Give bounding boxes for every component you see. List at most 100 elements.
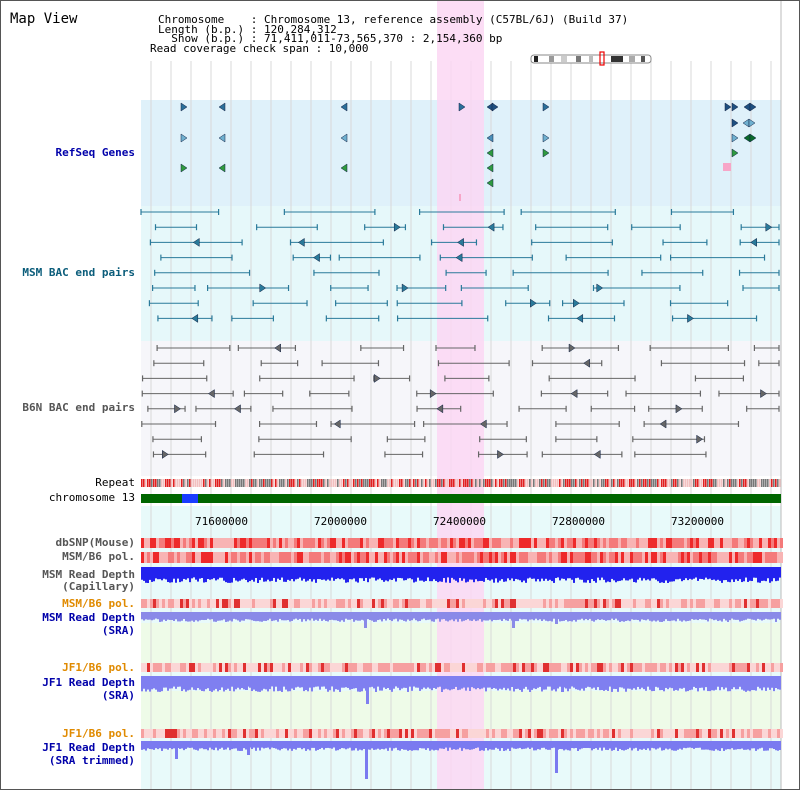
msm-b6-pol2-mark (168, 599, 171, 608)
track-label-msm-bac[interactable]: MSM BAC end pairs (22, 266, 135, 279)
repeat-mark (661, 479, 663, 487)
jf1-depth-trim-bar (267, 741, 269, 748)
repeat-mark (369, 479, 371, 487)
jf1-depth-trim-bar (153, 741, 155, 750)
jf1-depth-sra-bar (629, 676, 631, 689)
track-label-jf1-depth-sra[interactable]: JF1 Read Depth (42, 676, 135, 689)
jf1-b6-pol2-mark (213, 729, 216, 738)
msm-depth-cap-bar (689, 567, 691, 579)
repeat-mark (461, 479, 463, 487)
jf1-b6-pol-mark (639, 663, 642, 672)
msm-b6-pol2-mark (177, 599, 180, 608)
track-label-b6n-bac[interactable]: B6N BAC end pairs (22, 401, 135, 414)
msm-depth-cap-bar (393, 567, 395, 579)
msm-depth-cap-bar (203, 567, 205, 583)
jf1-depth-trim-bar (171, 741, 173, 750)
msm-b6-pol-mark (759, 552, 762, 563)
jf1-depth-trim-bar (355, 741, 357, 749)
jf1-depth-trim-bar (315, 741, 317, 751)
axis-tick-label: 71600000 (195, 515, 248, 528)
jf1-b6-pol2-mark (447, 729, 450, 738)
msm-b6-pol2-mark (738, 599, 741, 608)
b6n-bac-pair-glyph (234, 404, 241, 414)
msm-b6-pol2-mark (771, 599, 774, 608)
dbsnp-mark (714, 538, 717, 548)
track-label-jf1-b6-pol-2[interactable]: JF1/B6 pol. (62, 727, 135, 740)
msm-b6-pol-mark (687, 552, 690, 563)
repeat-mark (317, 479, 319, 487)
gene-glyph (486, 178, 494, 188)
track-label-msm-depth-sra[interactable]: MSM Read Depth (42, 611, 135, 624)
jf1-b6-pol2-mark (543, 729, 546, 738)
gene-glyph (218, 133, 226, 143)
repeat-mark (251, 479, 253, 487)
jf1-depth-trim-bar (663, 741, 665, 751)
jf1-depth-trim-bar (521, 741, 523, 750)
msm-depth-cap-bar (695, 567, 697, 578)
msm-b6-pol-mark (705, 552, 708, 563)
track-label-refseq[interactable]: RefSeq Genes (55, 146, 135, 159)
msm-b6-pol2-mark (495, 599, 498, 608)
msm-b6-pol-mark (261, 552, 264, 563)
msm-b6-pol2-mark (330, 599, 333, 608)
msm-depth-cap-bar (303, 567, 305, 579)
jf1-depth-trim-bar (415, 741, 417, 751)
msm-b6-pol-mark (732, 552, 735, 563)
dbsnp-mark (519, 538, 522, 548)
jf1-depth-sra-bar (439, 676, 441, 687)
msm-b6-pol-mark (735, 552, 738, 563)
jf1-b6-pol2-mark (336, 729, 339, 738)
jf1-depth-trim-bar (207, 741, 209, 751)
track-label-msm-b6-pol-2[interactable]: MSM/B6 pol. (62, 597, 135, 610)
repeat-mark (333, 479, 335, 487)
jf1-b6-pol2-mark (417, 729, 420, 738)
msm-b6-pol-mark (153, 552, 156, 563)
msm-depth-sra-bar (565, 612, 567, 620)
msm-b6-pol2-mark (426, 599, 429, 608)
track-label-msm-depth-cap[interactable]: MSM Read Depth (42, 568, 135, 581)
msm-b6-pol2-mark (627, 599, 630, 608)
jf1-depth-trim-bar (165, 741, 167, 749)
jf1-depth-sra-bar (429, 676, 431, 689)
msm-depth-cap-bar (255, 567, 257, 578)
msm-depth-cap-bar (569, 567, 571, 579)
msm-depth-sra-bar (539, 612, 541, 620)
msm-depth-cap-bar (163, 567, 165, 579)
jf1-depth-sra-bar (253, 676, 255, 690)
jf1-depth-trim-bar (523, 741, 525, 749)
jf1-depth-trim-bar (311, 741, 313, 748)
jf1-depth-trim-bar (529, 741, 531, 750)
msm-b6-pol-mark (534, 552, 537, 563)
msm-b6-pol2-mark (696, 599, 699, 608)
dbsnp-mark (603, 538, 606, 548)
track-label-jf1-depth-trim[interactable]: JF1 Read Depth (42, 741, 135, 754)
track-label-msm-b6-pol-1[interactable]: MSM/B6 pol. (62, 550, 135, 563)
msm-depth-cap-bar (575, 567, 577, 579)
jf1-b6-pol2-mark (615, 729, 618, 738)
jf1-depth-trim-bar (773, 741, 775, 749)
jf1-b6-pol-mark (141, 663, 144, 672)
b6n-bac-pair-glyph (274, 343, 281, 353)
jf1-depth-sra-bar (717, 676, 719, 687)
msm-depth-cap-bar (647, 567, 649, 580)
msm-depth-sra-bar (665, 612, 667, 620)
track-label-jf1-b6-pol-1[interactable]: JF1/B6 pol. (62, 661, 135, 674)
jf1-depth-trim-bar (223, 741, 225, 750)
jf1-depth-trim-bar (181, 741, 183, 749)
msm-depth-cap-bar (175, 567, 177, 583)
msm-depth-sra-bar (315, 612, 317, 620)
jf1-depth-trim-bar (549, 741, 551, 750)
jf1-depth-sra-bar (515, 676, 517, 690)
msm-b6-pol-mark (411, 552, 414, 563)
jf1-b6-pol2-mark (621, 729, 624, 738)
jf1-b6-pol2-mark (222, 729, 225, 738)
jf1-b6-pol2-mark (210, 729, 213, 738)
jf1-depth-sra-bar (711, 676, 713, 691)
jf1-b6-pol-mark (456, 663, 459, 672)
jf1-depth-sra-bar (441, 676, 443, 692)
jf1-depth-trim-bar (641, 741, 643, 750)
track-label-dbsnp[interactable]: dbSNP(Mouse) (55, 536, 135, 549)
msm-depth-sra-bar (723, 612, 725, 619)
msm-depth-sra-bar (333, 612, 335, 621)
